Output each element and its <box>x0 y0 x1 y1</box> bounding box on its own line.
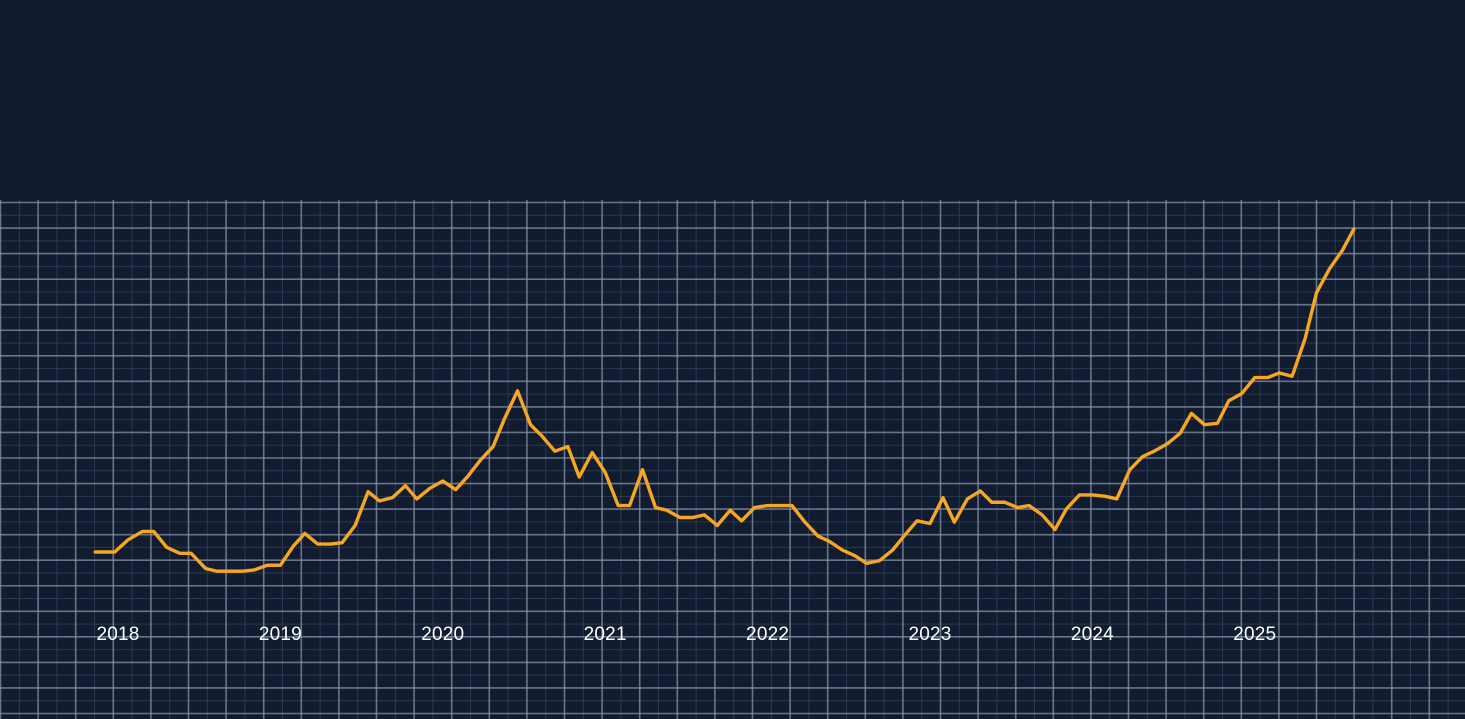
x-tick-label-2025: 2025 <box>1233 624 1277 645</box>
x-tick-label-2019: 2019 <box>258 624 302 645</box>
x-tick-label-2023: 2023 <box>908 624 952 645</box>
x-tick-label-2024: 2024 <box>1070 624 1114 645</box>
x-tick-label-2020: 2020 <box>421 624 465 645</box>
x-tick-label-2018: 2018 <box>96 624 140 645</box>
x-tick-label-2022: 2022 <box>746 624 790 645</box>
x-tick-label-2021: 2021 <box>583 624 627 645</box>
